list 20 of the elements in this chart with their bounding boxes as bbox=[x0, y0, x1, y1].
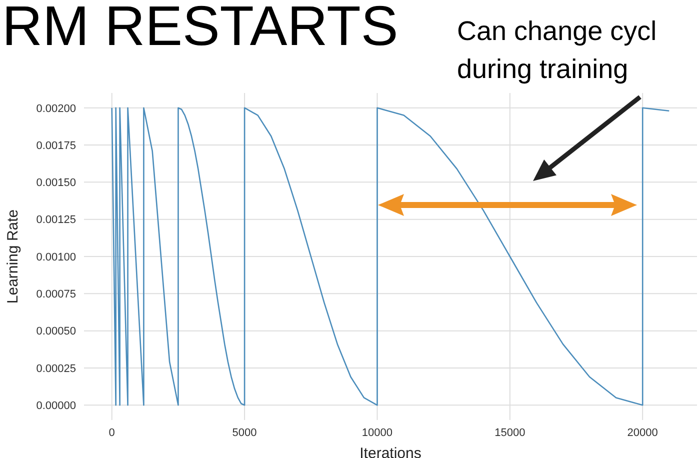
text: during training bbox=[457, 53, 628, 86]
x-tick-label: 20000 bbox=[627, 426, 658, 439]
text: Can change cycl bbox=[457, 15, 657, 48]
x-tick-label: 15000 bbox=[494, 426, 526, 439]
y-tick-label: 0.00200 bbox=[36, 102, 76, 115]
x-tick-label: 5000 bbox=[232, 426, 257, 439]
y-tick-label: 0.00000 bbox=[36, 400, 76, 412]
y-tick-label: 0.00150 bbox=[36, 177, 76, 190]
x-tick-label: 10000 bbox=[362, 426, 393, 439]
y-tick-label: 0.00100 bbox=[36, 251, 76, 264]
y-tick-label: 0.00025 bbox=[36, 362, 76, 375]
y-tick-label: 0.00125 bbox=[36, 214, 76, 226]
y-tick-label: 0.00075 bbox=[36, 288, 76, 301]
y-tick-label: 0.00175 bbox=[36, 140, 76, 152]
line-series bbox=[111, 107, 670, 406]
y-axis-title: Learning Rate bbox=[4, 209, 22, 304]
y-tick-label: 0.00050 bbox=[36, 326, 76, 338]
x-tick-label: 0 bbox=[108, 426, 115, 439]
chart-title: RM RESTARTS bbox=[2, 0, 398, 58]
x-axis-title: Iterations bbox=[360, 445, 422, 458]
